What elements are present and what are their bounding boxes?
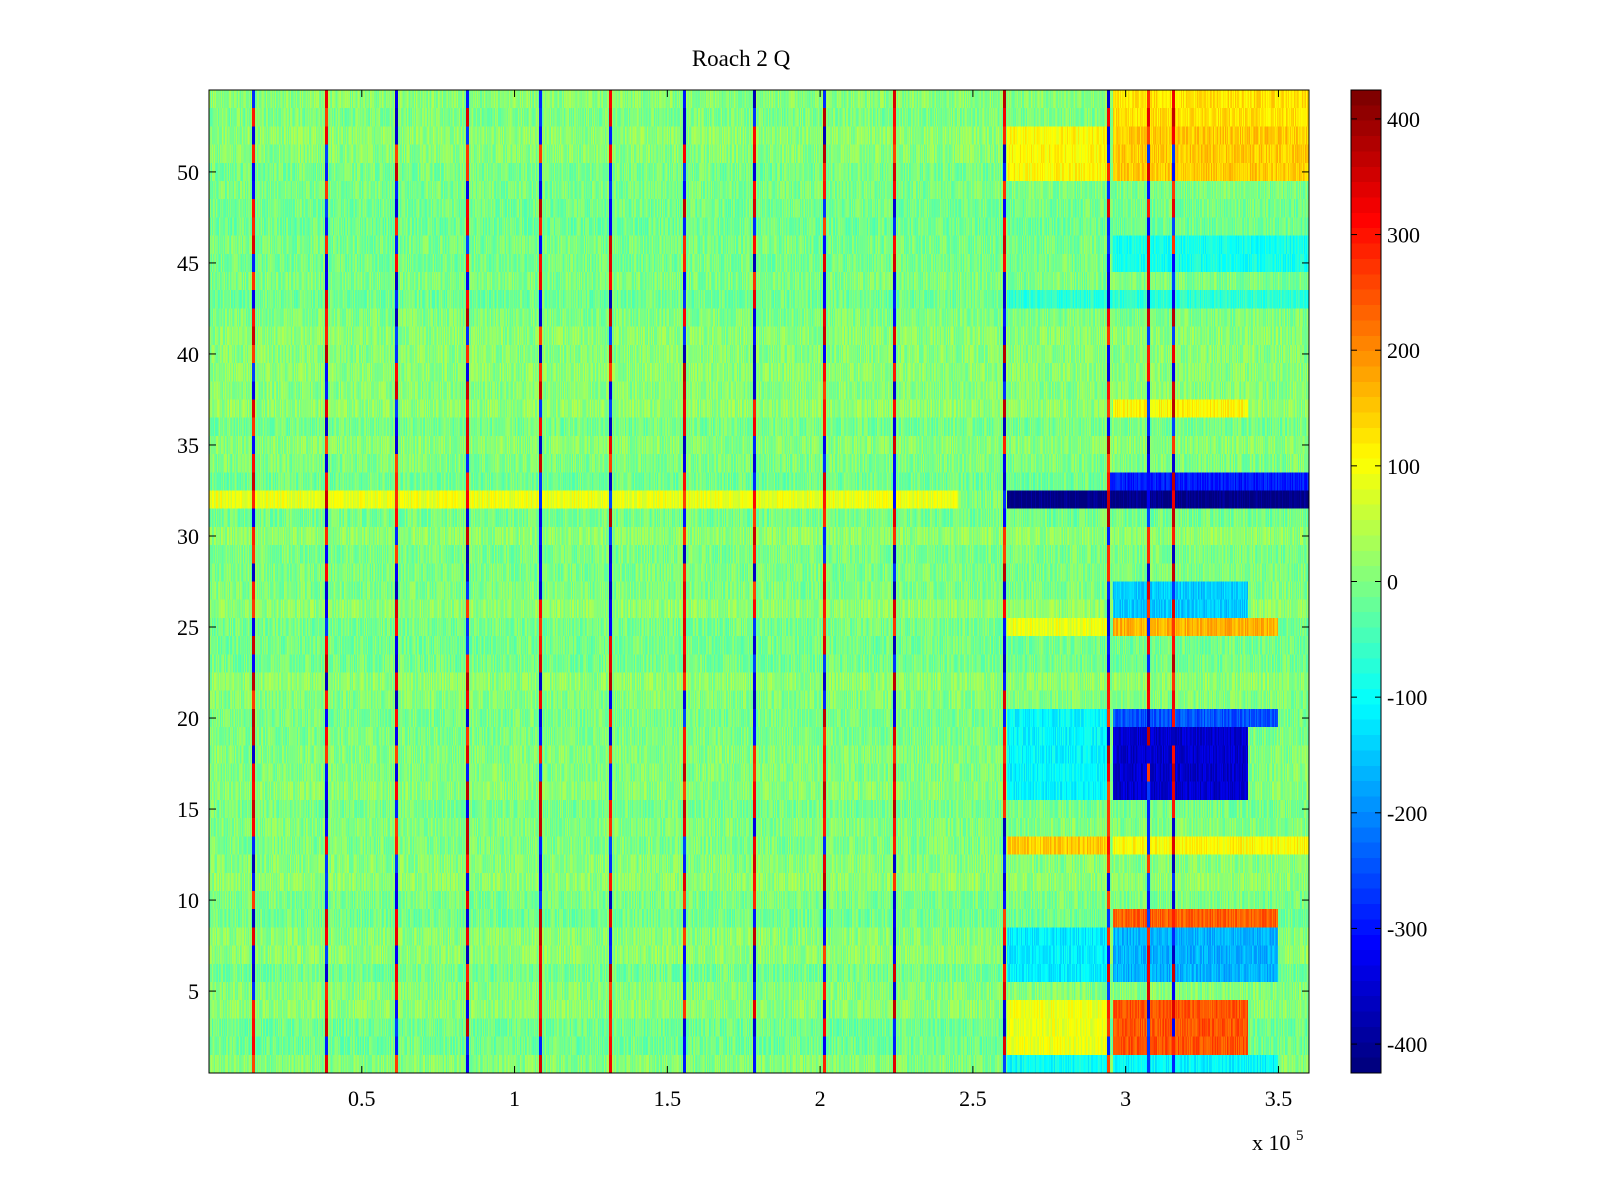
y-tick-label: 20 [177, 706, 199, 731]
colorbar-tick-label: 300 [1387, 223, 1420, 248]
colorbar-tick-label: -100 [1387, 685, 1427, 710]
x-axis: 0.5 1 1.5 2 2.5 3 3.5 [348, 90, 1292, 1111]
y-tick-label: 5 [188, 979, 199, 1004]
colorbar: -400 -300 -200 -100 0 100 200 300 400 [1350, 89, 1427, 1074]
x-tick-label: 1 [509, 1086, 520, 1111]
x-tick-label: 2.5 [959, 1086, 987, 1111]
colorbar-tick-label: -300 [1387, 916, 1427, 941]
x-tick-label: 2 [815, 1086, 826, 1111]
x-axis-exponent: x 10 5 [1252, 1128, 1304, 1155]
y-tick-label: 40 [177, 342, 199, 367]
x-exponent-base: x 10 [1252, 1130, 1291, 1155]
y-tick-label: 45 [177, 251, 199, 276]
heatmap-area [209, 90, 1309, 1073]
colorbar-tick-label: 100 [1387, 454, 1420, 479]
x-tick-label: 1.5 [654, 1086, 682, 1111]
y-tick-label: 10 [177, 888, 199, 913]
colorbar-ticks: -400 -300 -200 -100 0 100 200 300 400 [1351, 107, 1427, 1057]
y-tick-label: 30 [177, 524, 199, 549]
y-tick-label: 35 [177, 433, 199, 458]
x-exponent-power: 5 [1296, 1128, 1304, 1144]
heatmap-image [209, 90, 1309, 1073]
colorbar-tick-label: 200 [1387, 338, 1420, 363]
x-tick-label: 3 [1120, 1086, 1131, 1111]
colorbar-tick-label: -400 [1387, 1032, 1427, 1057]
colorbar-tick-label: 400 [1387, 107, 1420, 132]
y-tick-label: 25 [177, 615, 199, 640]
y-tick-label: 15 [177, 797, 199, 822]
x-tick-label: 3.5 [1265, 1086, 1293, 1111]
colorbar-tick-label: 0 [1387, 570, 1398, 595]
y-tick-label: 50 [177, 160, 199, 185]
colorbar-tick-label: -200 [1387, 801, 1427, 826]
y-axis: 5 10 15 20 25 30 35 40 45 50 [177, 160, 1309, 1004]
x-tick-label: 0.5 [348, 1086, 376, 1111]
chart-title: Roach 2 Q [692, 46, 791, 71]
plot-frame [208, 89, 1310, 1074]
